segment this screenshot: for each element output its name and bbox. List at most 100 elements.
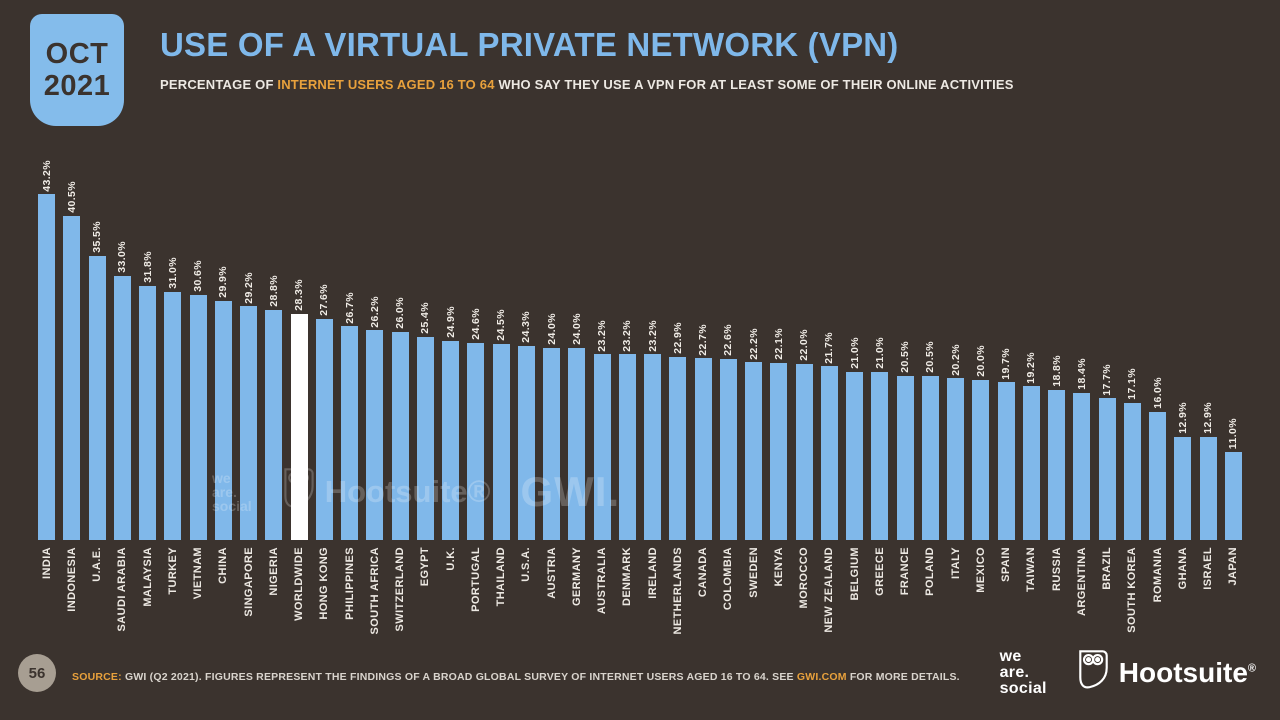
bar-poland	[921, 376, 939, 540]
bar-value-label: 17.7%	[1101, 363, 1114, 396]
category-label: TURKEY	[166, 547, 179, 595]
bar-column: 21.0%	[842, 337, 867, 540]
category-label: NETHERLANDS	[671, 547, 684, 635]
bar-column: 24.3%	[514, 311, 539, 540]
bar-value-label: 24.3%	[520, 310, 533, 343]
category-label: INDIA	[40, 547, 53, 579]
bar-value-label: 23.2%	[621, 319, 634, 352]
category-label: IRELAND	[646, 547, 659, 599]
category-label: CHINA	[217, 547, 230, 584]
bar-value-label: 12.9%	[1176, 402, 1189, 434]
bar-column: 21.0%	[867, 337, 892, 540]
bar-new-zealand	[820, 366, 838, 540]
bar-column: 24.0%	[539, 313, 564, 540]
source-link[interactable]: GWI.COM	[796, 671, 847, 683]
category-column: PHILIPPINES	[337, 540, 362, 620]
bar-column: 24.5%	[489, 309, 514, 540]
bar-singapore	[240, 306, 258, 540]
bar-kenya	[770, 363, 788, 540]
category-column: ARGENTINA	[1069, 540, 1094, 616]
bar-south-africa	[366, 330, 384, 540]
category-column: WORLDWIDE	[287, 540, 312, 621]
bar-portugal	[467, 343, 485, 540]
bar-value-label: 40.5%	[65, 181, 78, 213]
bar-greece	[871, 372, 889, 540]
bar-worldwide	[290, 313, 308, 540]
bar-column: 35.5%	[85, 221, 110, 540]
bar-value-label: 24.5%	[495, 309, 508, 341]
category-label: COLOMBIA	[722, 547, 735, 611]
bar-netherlands	[669, 356, 687, 540]
bar-column: 29.9%	[211, 266, 236, 540]
subtitle-highlight: INTERNET USERS AGED 16 TO 64	[277, 77, 495, 92]
category-label: RUSSIA	[1050, 547, 1063, 591]
category-column: VIETNAM	[186, 540, 211, 599]
bar-value-label: 24.0%	[545, 313, 558, 345]
category-column: BRAZIL	[1095, 540, 1120, 590]
bar-germany	[568, 348, 586, 540]
bar-column: 27.6%	[312, 284, 337, 540]
bar-value-label: 18.4%	[1075, 358, 1088, 390]
bar-column: 22.1%	[766, 328, 791, 540]
category-label: NIGERIA	[267, 547, 280, 596]
bar-value-label: 23.2%	[646, 319, 659, 352]
bar-value-label: 16.0%	[1151, 377, 1164, 409]
bar-japan	[1224, 452, 1242, 540]
bar-value-label: 30.6%	[192, 260, 205, 293]
bar-column: 12.9%	[1170, 402, 1195, 540]
bar-column: 24.6%	[463, 308, 488, 540]
category-column: MOROCCO	[792, 540, 817, 608]
category-column: POLAND	[918, 540, 943, 596]
category-column: U.A.E.	[85, 540, 110, 582]
category-column: SOUTH KOREA	[1120, 540, 1145, 633]
bar-column: 16.0%	[1145, 377, 1170, 540]
bar-column: 26.0%	[388, 297, 413, 540]
category-axis: INDIA INDONESIA U.A.E. SAUDI ARABIA MALAYSIA…	[34, 540, 1246, 648]
category-label: PHILIPPINES	[343, 547, 356, 620]
bar-value-label: 22.2%	[747, 327, 760, 360]
bar-value-label: 19.7%	[1000, 347, 1013, 380]
bar-value-label: 26.0%	[394, 297, 407, 329]
bar-column: 23.2%	[615, 320, 640, 540]
bar-value-label: 29.2%	[242, 271, 255, 304]
bar-value-label: 19.2%	[1025, 351, 1038, 384]
bar-u-a-e	[88, 256, 106, 540]
subtitle-prefix: PERCENTAGE OF	[160, 77, 278, 92]
source-label: SOURCE:	[72, 671, 122, 683]
bar-column: 29.2%	[236, 272, 261, 540]
category-label: SINGAPORE	[242, 547, 255, 617]
bar-value-label: 20.5%	[899, 341, 912, 373]
category-column: FRANCE	[893, 540, 918, 595]
bar-india	[38, 194, 56, 540]
category-label: GREECE	[873, 547, 886, 596]
bar-column: 22.2%	[741, 328, 766, 540]
category-label: U.A.E.	[91, 547, 104, 582]
category-label: TAIWAN	[1025, 547, 1038, 592]
bar-saudi-arabia	[113, 276, 131, 540]
header-titles: USE OF A VIRTUAL PRIVATE NETWORK (VPN) P…	[160, 26, 1260, 92]
bar-value-label: 24.9%	[444, 306, 457, 338]
bar-value-label: 33.0%	[116, 241, 129, 273]
hootsuite-logo-label: Hootsuite®	[1118, 657, 1256, 688]
category-column: RUSSIA	[1044, 540, 1069, 591]
category-label: SOUTH AFRICA	[368, 547, 381, 635]
bar-column: 18.4%	[1069, 358, 1094, 540]
bar-value-label: 22.6%	[722, 324, 735, 357]
category-label: EGYPT	[419, 547, 432, 587]
bar-column: 43.2%	[34, 160, 59, 540]
bar-turkey	[164, 292, 182, 540]
category-column: COLOMBIA	[716, 540, 741, 610]
bar-value-label: 21.0%	[873, 337, 886, 369]
category-label: ISRAEL	[1202, 547, 1215, 590]
bar-romania	[1149, 412, 1167, 540]
bar-value-label: 35.5%	[91, 221, 104, 253]
bar-russia	[1048, 389, 1066, 540]
source-text-1: GWI (Q2 2021). FIGURES REPRESENT THE FIN…	[121, 671, 797, 683]
bar-column: 31.8%	[135, 251, 160, 540]
bar-sweden	[745, 362, 763, 540]
bar-belgium	[846, 372, 864, 540]
category-column: AUSTRIA	[539, 540, 564, 599]
category-column: NEW ZEALAND	[817, 540, 842, 633]
bar-value-label: 23.2%	[596, 319, 609, 352]
